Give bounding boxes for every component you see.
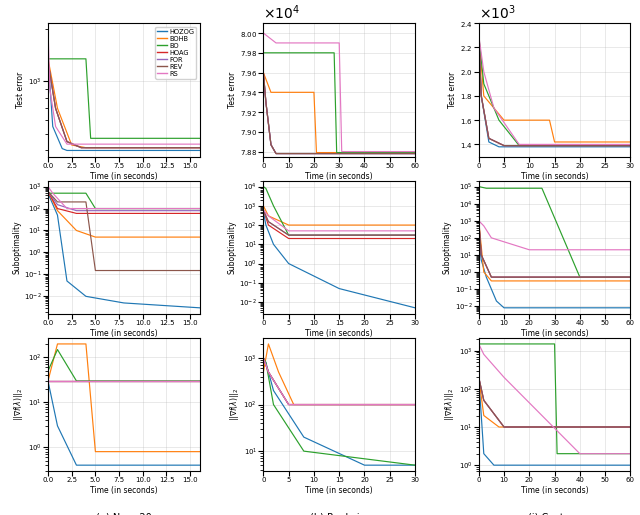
Y-axis label: Suboptimality: Suboptimality — [12, 220, 21, 274]
Title: (e) Real-sim: (e) Real-sim — [310, 355, 369, 365]
Y-axis label: Suboptimality: Suboptimality — [228, 220, 237, 274]
Title: (h) Real-sim: (h) Real-sim — [310, 512, 369, 515]
X-axis label: Time (in seconds): Time (in seconds) — [521, 486, 588, 495]
Y-axis label: Suboptimality: Suboptimality — [443, 220, 452, 274]
Y-axis label: Test error: Test error — [228, 72, 237, 108]
X-axis label: Time (in seconds): Time (in seconds) — [90, 329, 157, 338]
Y-axis label: $||\nabla f(\lambda)||_2$: $||\nabla f(\lambda)||_2$ — [228, 388, 241, 421]
X-axis label: Time (in seconds): Time (in seconds) — [305, 329, 373, 338]
X-axis label: Time (in seconds): Time (in seconds) — [521, 329, 588, 338]
Y-axis label: $||\nabla f(\lambda)||_2$: $||\nabla f(\lambda)||_2$ — [443, 388, 456, 421]
Title: (c) Real-sim: (c) Real-sim — [525, 198, 584, 208]
Title: (i) Covtype: (i) Covtype — [528, 512, 582, 515]
X-axis label: Time (in seconds): Time (in seconds) — [90, 171, 157, 181]
X-axis label: Time (in seconds): Time (in seconds) — [90, 486, 157, 495]
Y-axis label: Test error: Test error — [16, 72, 25, 108]
X-axis label: Time (in seconds): Time (in seconds) — [521, 171, 588, 181]
Title: (d) News20: (d) News20 — [96, 355, 152, 365]
Y-axis label: Test error: Test error — [448, 72, 457, 108]
Title: (g) News20: (g) News20 — [96, 512, 152, 515]
Title: (f) Covtype: (f) Covtype — [527, 355, 582, 365]
Legend: HOZOG, BOHB, BO, HOAG, FOR, REV, RS: HOZOG, BOHB, BO, HOAG, FOR, REV, RS — [156, 26, 196, 78]
X-axis label: Time (in seconds): Time (in seconds) — [305, 486, 373, 495]
Y-axis label: $||\nabla f(\lambda)||_2$: $||\nabla f(\lambda)||_2$ — [12, 388, 25, 421]
Title: (b) Covtype: (b) Covtype — [310, 198, 368, 208]
Title: (a) News20: (a) News20 — [96, 198, 152, 208]
X-axis label: Time (in seconds): Time (in seconds) — [305, 171, 373, 181]
